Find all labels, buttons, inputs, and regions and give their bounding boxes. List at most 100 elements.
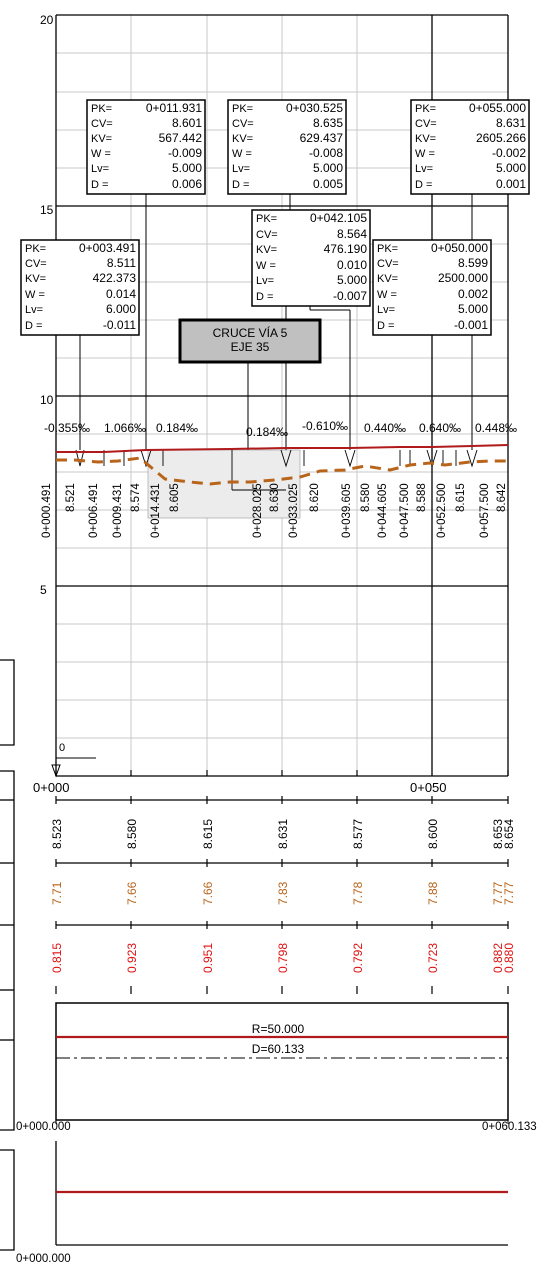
elevation-label-10: 10 <box>40 393 54 407</box>
diferencia-value: 0.723 <box>426 943 440 973</box>
svg-text:KV=: KV= <box>25 273 46 285</box>
diferencia-value: 0.882 <box>491 943 505 973</box>
svg-text:8.631: 8.631 <box>496 116 526 130</box>
station-label-0: 0+000 <box>33 780 70 795</box>
svg-text:D =: D = <box>256 291 273 303</box>
svg-text:W =: W = <box>415 148 435 160</box>
svg-text:W =: W = <box>377 289 397 301</box>
svg-text:8.635: 8.635 <box>313 116 343 130</box>
svg-text:Lv=: Lv= <box>256 275 274 287</box>
alignment-end-label: 0+060.133 <box>482 1121 537 1133</box>
svg-text:0.001: 0.001 <box>496 177 526 191</box>
svg-text:-0.011: -0.011 <box>103 318 136 332</box>
band-terreno-values: 7.71 7.66 7.66 7.83 7.78 7.88 7.77 7.77 <box>50 881 516 905</box>
svg-text:-0.007: -0.007 <box>333 289 367 303</box>
svg-text:KV=: KV= <box>415 133 436 145</box>
point-pk-label: 0+028.025 <box>252 483 264 538</box>
svg-text:CV=: CV= <box>415 118 437 130</box>
diferencia-value: 0.792 <box>351 943 365 973</box>
point-pk-label: 0+033.025 <box>288 483 300 538</box>
rasante-value: 8.654 <box>502 819 516 849</box>
svg-text:CV=: CV= <box>25 258 47 270</box>
svg-text:2500.000: 2500.000 <box>438 271 488 285</box>
svg-text:W =: W = <box>25 289 45 301</box>
diferencia-value: 0.923 <box>125 943 139 973</box>
svg-text:0+055.000: 0+055.000 <box>469 101 526 115</box>
alignment-start-label: 0+000.000 <box>16 1121 71 1133</box>
svg-text:CV=: CV= <box>232 118 254 130</box>
crossing-label-line2: EJE 35 <box>231 340 270 354</box>
band-rasante-values: 8.523 8.580 8.615 8.631 8.577 8.600 8.65… <box>50 819 516 849</box>
svg-text:5.000: 5.000 <box>313 161 343 175</box>
svg-text:-0.002: -0.002 <box>492 146 526 160</box>
svg-text:422.373: 422.373 <box>93 271 137 285</box>
curve-box: PK= 0+011.931 CV= 8.601 KV= 567.442 W = -0.0… <box>86 99 206 195</box>
left-band-frames <box>0 659 15 1251</box>
point-pk-label: 0+006.491 <box>88 483 100 538</box>
svg-text:Lv=: Lv= <box>377 304 395 316</box>
svg-text:8.601: 8.601 <box>172 116 202 130</box>
terreno-value: 7.88 <box>426 881 440 905</box>
terreno-value: 7.78 <box>351 881 365 905</box>
svg-text:W =: W = <box>91 148 111 160</box>
svg-text:Lv=: Lv= <box>415 163 433 175</box>
point-elev-label: 8.630 <box>269 483 281 512</box>
rasante-value: 8.577 <box>351 819 365 849</box>
alignment-radius-label: R=50.000 <box>252 1022 305 1036</box>
svg-text:PK=: PK= <box>377 243 398 255</box>
crossing-label: CRUCE VÍA 5 EJE 35 <box>178 318 322 364</box>
point-pk-label: 0+039.605 <box>341 483 353 538</box>
svg-text:W =: W = <box>256 260 276 272</box>
point-pk-label: 0+052.500 <box>436 483 448 538</box>
svg-text:5.000: 5.000 <box>172 161 202 175</box>
point-pk-label: 0+009.431 <box>112 483 124 538</box>
curve-box: PK= 0+042.105 CV= 8.564 KV= 476.190 W = 0.01… <box>251 209 371 307</box>
svg-text:PK=: PK= <box>25 243 46 255</box>
svg-text:KV=: KV= <box>91 133 112 145</box>
point-elev-label: 8.588 <box>416 483 428 512</box>
svg-text:2605.266: 2605.266 <box>476 131 526 145</box>
svg-text:8.564: 8.564 <box>337 227 367 241</box>
diferencia-value: 0.951 <box>201 943 215 973</box>
svg-text:6.000: 6.000 <box>106 302 136 316</box>
terreno-value: 7.77 <box>502 881 516 905</box>
svg-text:D =: D = <box>25 320 42 332</box>
svg-text:0+042.105: 0+042.105 <box>310 211 367 225</box>
elevation-label-5: 5 <box>40 583 47 597</box>
curve-box: PK= 0+030.525 CV= 8.635 KV= 629.437 W = -0.0… <box>227 99 347 195</box>
svg-text:0.014: 0.014 <box>106 287 136 301</box>
curve-box: PK= 0+050.000 CV= 8.599 KV= 2500.000 W = 0.0… <box>372 239 492 336</box>
terreno-value: 7.71 <box>50 881 64 905</box>
rasante-value: 8.600 <box>426 819 440 849</box>
crossing-zone-shading <box>147 449 301 519</box>
svg-text:CV=: CV= <box>256 229 278 241</box>
grade-label: 0.440‰ <box>364 421 406 435</box>
band-diferencia-values: 0.815 0.923 0.951 0.798 0.792 0.723 0.88… <box>50 943 516 973</box>
diferencia-value: 0.815 <box>50 943 64 973</box>
diferencia-value: 0.880 <box>502 943 516 973</box>
svg-text:5.000: 5.000 <box>458 302 488 316</box>
svg-text:0.006: 0.006 <box>172 177 202 191</box>
svg-text:5.000: 5.000 <box>496 161 526 175</box>
datum-marker: 0 <box>51 742 96 778</box>
point-pk-label: 0+000.491 <box>41 483 53 538</box>
svg-text:0+030.525: 0+030.525 <box>286 101 343 115</box>
svg-text:8.511: 8.511 <box>107 256 136 270</box>
svg-text:-0.009: -0.009 <box>168 146 202 160</box>
svg-text:-0.001: -0.001 <box>454 318 488 332</box>
diferencia-value: 0.798 <box>276 943 290 973</box>
curve-box: PK= 0+003.491 CV= 8.511 KV= 422.373 W = 0.01… <box>20 239 140 336</box>
svg-text:KV=: KV= <box>377 273 398 285</box>
svg-text:KV=: KV= <box>232 133 253 145</box>
grade-label: 0.640‰ <box>419 421 461 435</box>
station-axis: 0+000 0+050 <box>33 780 447 795</box>
svg-text:PK=: PK= <box>256 213 277 225</box>
datum-zero-label: 0 <box>59 742 65 754</box>
vertical-curve-boxes: PK= 0+003.491 CV= 8.511 KV= 422.373 W = 0.01… <box>20 99 530 336</box>
grade-label: 0.184‰ <box>156 421 198 435</box>
elevation-label-20: 20 <box>40 13 54 27</box>
svg-text:Lv=: Lv= <box>232 163 250 175</box>
svg-text:0.005: 0.005 <box>313 177 343 191</box>
svg-text:629.437: 629.437 <box>300 131 344 145</box>
svg-text:0+003.491: 0+003.491 <box>79 241 136 255</box>
